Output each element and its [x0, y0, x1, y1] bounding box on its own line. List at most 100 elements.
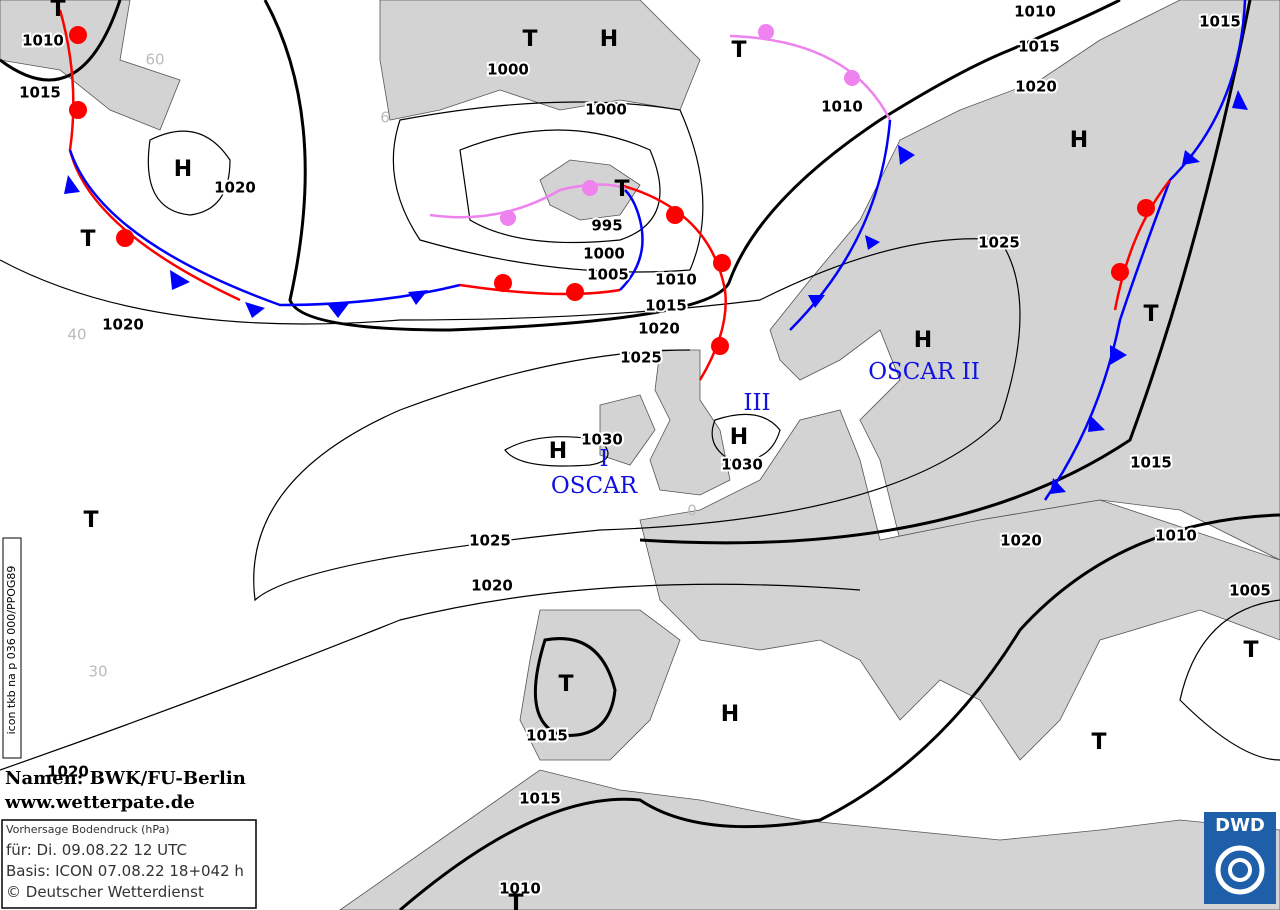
front-symbol: [494, 274, 512, 292]
front-symbol: [245, 302, 265, 318]
isobar: [0, 238, 1021, 602]
isobar-label: 1015: [519, 790, 561, 808]
info-title: Vorhersage Bodendruck (hPa): [6, 823, 170, 836]
isobar: [399, 513, 1280, 910]
pressure-center: T: [522, 27, 537, 52]
isobar: [1179, 599, 1280, 761]
isobar-label: 1010: [22, 32, 64, 50]
side-text: icon tkb na p 036 000/PPOG89: [5, 566, 18, 735]
isobar-label: 1020: [214, 179, 256, 197]
isobar-label: 1020: [638, 320, 680, 338]
isobar-label: 1000: [583, 245, 625, 263]
system-name: I: [599, 446, 608, 472]
front-symbol: [711, 337, 729, 355]
pressure-center: T: [83, 508, 98, 533]
pressure-center: H: [914, 328, 932, 353]
ireland: [599, 394, 656, 466]
front-symbol: [865, 235, 880, 250]
front-symbol: [1110, 345, 1127, 365]
front-symbol: [69, 26, 87, 44]
isobar-label: 1015: [1199, 13, 1241, 31]
front-symbol: [898, 145, 915, 165]
pressure-center: T: [1243, 638, 1258, 663]
isobar-label: 1020: [1015, 78, 1057, 96]
africa: [339, 769, 1280, 910]
info-box: [1, 819, 257, 909]
credit-names: Namen: BWK/FU-Berlin: [5, 768, 246, 789]
front-symbol: [1182, 150, 1200, 165]
labels: 60 6 40 30 0 1010 1015 1020 1000 1000 995 1000 1005 1…: [17, 0, 1273, 910]
isobar-label: 1015: [526, 727, 568, 745]
system-name: III: [743, 390, 770, 416]
greenland: [379, 0, 701, 121]
pressure-center: T: [508, 891, 523, 910]
pressure-center: T: [731, 38, 746, 63]
pressure-center: T: [614, 177, 629, 202]
isobar: [263, 0, 1121, 332]
isobar-label: 1005: [587, 266, 629, 284]
isobar-label: 1010: [499, 880, 541, 898]
fronts: [58, 0, 1248, 501]
front-symbol: [808, 295, 825, 308]
info-basis: Basis: ICON 07.08.22 18+042 h: [6, 862, 244, 880]
dwd-logo-swirl: [1215, 845, 1265, 895]
dwd-logo-swirl: [1228, 858, 1252, 882]
front-symbol: [69, 101, 87, 119]
cold-front: [68, 149, 461, 307]
info-copyright: © Deutscher Wetterdienst: [6, 883, 204, 901]
front-symbol: [666, 206, 684, 224]
grid-label: 40: [67, 326, 86, 344]
credit-website: www.wetterpate.de: [4, 792, 195, 813]
isobar-label: 1010: [1155, 527, 1197, 545]
isobar: [459, 129, 661, 244]
isobar: [392, 101, 704, 273]
pressure-center: H: [174, 157, 192, 182]
front-symbol: [566, 283, 584, 301]
isobar: [147, 130, 231, 216]
isobar-label: 1010: [821, 98, 863, 116]
front-symbol: [758, 24, 774, 40]
isobar-label: 1020: [471, 577, 513, 595]
isobar-label: 1000: [585, 101, 627, 119]
britain: [649, 349, 731, 496]
pressure-center: H: [600, 27, 618, 52]
isobar-label: 1025: [620, 349, 662, 367]
grid-label: 6: [380, 109, 390, 127]
isobar-label: 1005: [1229, 582, 1271, 600]
grid-label: 60: [145, 51, 164, 69]
side-box: [2, 537, 22, 759]
isobar-label: 1030: [721, 456, 763, 474]
pressure-center: H: [549, 439, 567, 464]
warm-front: [1113, 179, 1171, 311]
scandinavia-russia: [769, 0, 1280, 561]
isobar-label: 1025: [469, 532, 511, 550]
front-symbol: [1050, 478, 1066, 494]
grid-label: 30: [88, 663, 107, 681]
info-valid: für: Di. 09.08.22 12 UTC: [6, 841, 187, 859]
front-symbol: [582, 180, 598, 196]
isobar-label: 1030: [581, 431, 623, 449]
isobar: [711, 413, 781, 462]
front-symbol: [1232, 90, 1248, 110]
front-symbol: [1137, 199, 1155, 217]
grid-label: 0: [687, 502, 697, 520]
iberia: [519, 609, 681, 761]
front-symbol: [1088, 415, 1105, 432]
isobar: [504, 436, 609, 467]
cold-front: [619, 189, 644, 291]
isobar: [0, 0, 122, 82]
isobar: [639, 0, 1252, 545]
isobar-label: 1015: [1130, 454, 1172, 472]
pressure-center: T: [1091, 730, 1106, 755]
isobar-label: 1010: [655, 271, 697, 289]
pressure-center: T: [50, 0, 65, 22]
front-symbol: [1111, 263, 1129, 281]
isobar-label: 1015: [645, 297, 687, 315]
isobar: [533, 637, 617, 737]
front-symbol: [713, 254, 731, 272]
front-symbol: [500, 210, 516, 226]
front-symbol: [408, 290, 428, 305]
isobar-label: 1010: [1014, 3, 1056, 21]
